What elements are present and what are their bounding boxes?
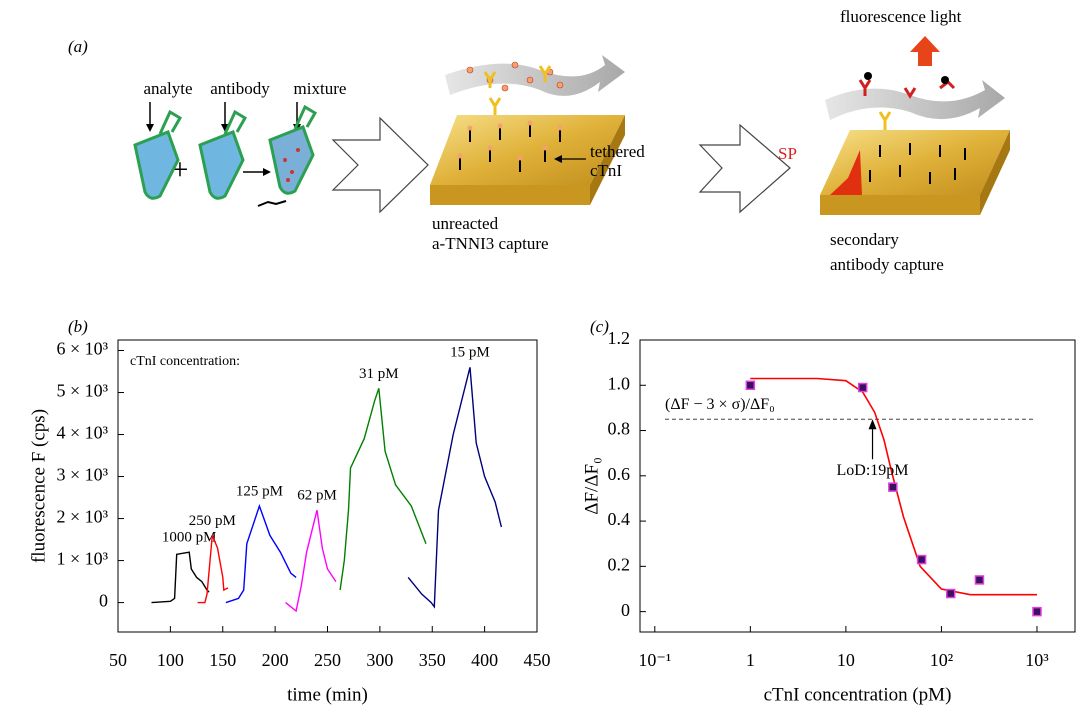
x-tick-label: 50 <box>109 650 127 670</box>
light-arrow <box>910 36 940 66</box>
chip-front <box>820 195 980 215</box>
label: tethered <box>590 142 645 161</box>
data-point <box>889 483 897 491</box>
panel-label: (a) <box>68 37 88 56</box>
y-tick-label: 5 × 10³ <box>56 381 108 401</box>
x-tick-label: 1 <box>746 650 755 670</box>
x-tick-label: 150 <box>209 650 236 670</box>
x-axis-label: cTnI concentration (pM) <box>764 684 952 705</box>
y-tick-label: 0.2 <box>608 554 631 574</box>
y-tick-label: 0 <box>99 591 108 611</box>
labels-black <box>864 72 949 84</box>
label: unreacted <box>432 214 499 233</box>
lod-arrow-head <box>869 419 877 429</box>
x-tick-label: 10⁻¹ <box>638 650 671 670</box>
x-tick-label: 450 <box>524 650 551 670</box>
figure: (a) analyte antibody mixture + tethered … <box>0 0 1076 712</box>
plot-frame <box>118 340 537 632</box>
y-tick-label: 1 × 10³ <box>56 549 108 569</box>
y-axis-label: ΔF/ΔF₀ <box>581 457 602 514</box>
x-tick-label: 200 <box>262 650 289 670</box>
data-point <box>859 384 867 392</box>
y-axis-label: fluorescence F (cps) <box>28 409 49 563</box>
y-tick-label: 6 × 10³ <box>56 339 108 359</box>
data-point <box>1033 608 1041 616</box>
label: analyte <box>143 79 192 98</box>
antibody <box>880 112 890 132</box>
lod-label: LoD:19pM <box>837 462 909 479</box>
y-tick-label: 1.0 <box>608 373 631 393</box>
series-label: 250 pM <box>189 513 236 529</box>
plot-frame <box>640 340 1075 632</box>
data-point <box>918 556 926 564</box>
y-tick-label: 0 <box>621 600 630 620</box>
ribbon <box>825 80 1005 120</box>
trace <box>340 388 426 590</box>
label: secondary <box>830 230 899 249</box>
series-label: 1000 pM <box>162 530 217 546</box>
label: SP <box>778 144 797 163</box>
x-tick-label: 350 <box>419 650 446 670</box>
x-tick-label: 300 <box>366 650 393 670</box>
chip-front <box>430 185 590 205</box>
label: antibody <box>210 79 270 98</box>
y-tick-label: 0.8 <box>608 419 631 439</box>
panel-label: (c) <box>590 317 609 336</box>
label: fluorescence light <box>840 7 962 26</box>
trace <box>226 506 296 603</box>
y-tick-label: 4 × 10³ <box>56 423 108 443</box>
label: a-TNNI3 capture <box>432 234 549 253</box>
big-arrow <box>333 118 428 212</box>
series-label: 62 pM <box>297 488 337 504</box>
ribbon <box>445 55 625 96</box>
page: (a) analyte antibody mixture + tethered … <box>0 0 1076 712</box>
series-label: 125 pM <box>236 483 283 499</box>
panel-label: (b) <box>68 317 88 336</box>
series-label: 15 pM <box>450 345 490 361</box>
x-tick-label: 100 <box>157 650 184 670</box>
big-arrow <box>700 125 790 212</box>
trace <box>408 367 501 607</box>
y-tick-label: 2 × 10³ <box>56 507 108 527</box>
x-tick-label: 10² <box>930 650 953 670</box>
threshold-label: (ΔF − 3 × σ)/ΔF₀ <box>665 396 775 413</box>
y-tick-label: 0.4 <box>608 509 631 529</box>
y-tick-label: 1.2 <box>608 328 631 348</box>
annotation: cTnI concentration: <box>130 354 240 369</box>
data-point <box>746 381 754 389</box>
shake <box>258 201 286 206</box>
x-tick-label: 250 <box>314 650 341 670</box>
x-tick-label: 10³ <box>1025 650 1049 670</box>
trace <box>152 552 210 602</box>
x-tick-label: 400 <box>471 650 498 670</box>
trace <box>286 510 336 611</box>
label: mixture <box>294 79 347 98</box>
x-axis-label: time (min) <box>287 684 368 705</box>
label: cTnI <box>590 161 622 180</box>
data-point <box>947 590 955 598</box>
x-tick-label: 10 <box>837 650 855 670</box>
y-tick-label: 0.6 <box>608 464 631 484</box>
data-point <box>975 576 983 584</box>
y-tick-label: 3 × 10³ <box>56 465 108 485</box>
series-label: 31 pM <box>359 366 399 382</box>
label: antibody capture <box>830 255 944 274</box>
